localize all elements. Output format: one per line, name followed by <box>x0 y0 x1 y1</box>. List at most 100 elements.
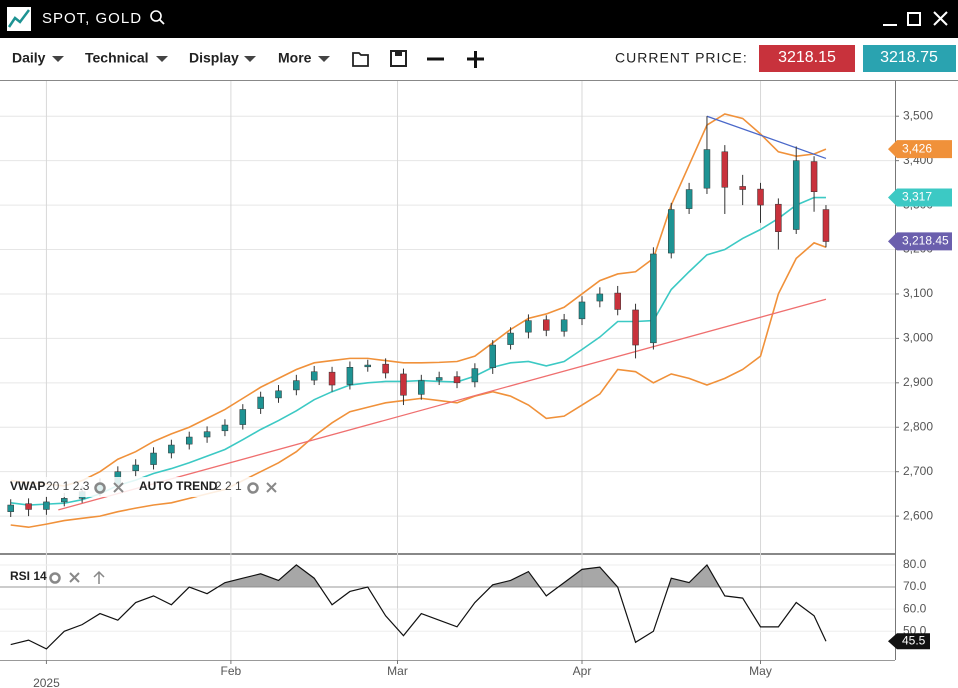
close-button-stroke <box>933 11 948 26</box>
candle-body <box>489 344 496 368</box>
indicator-name: AUTO TREND <box>139 479 218 493</box>
y-tick-label: 2,800 <box>903 419 933 433</box>
settings-icon[interactable] <box>49 572 61 584</box>
indicator-legend-bg <box>0 477 282 497</box>
candle-body <box>168 444 175 454</box>
remove-icon[interactable] <box>69 572 80 583</box>
grid-layer <box>0 81 899 664</box>
candle-body <box>739 186 746 190</box>
candle-body <box>293 380 300 391</box>
y-tick-label: 3,100 <box>903 286 933 300</box>
candle-body <box>650 253 657 344</box>
instrument-title: SPOT, GOLD <box>42 10 142 27</box>
candle-body <box>203 431 211 438</box>
candle-body <box>703 149 711 189</box>
menu-technical[interactable]: Technical <box>85 50 149 66</box>
caret <box>52 56 64 62</box>
candle-body <box>614 292 621 310</box>
rsi-tick-label: 70.0 <box>903 579 927 593</box>
candle-body <box>310 371 318 381</box>
rsi-badge <box>888 633 930 650</box>
x-tick-label: Mar <box>387 664 408 678</box>
rsi-tick-label: 80.0 <box>903 557 927 571</box>
labels: 2,6002,7002,8002,9003,0003,1003,2003,300… <box>0 108 952 688</box>
price-badge <box>888 232 952 251</box>
menu-daily[interactable]: Daily <box>12 50 46 66</box>
candle-body <box>471 368 479 383</box>
candle-body <box>239 409 247 425</box>
y-tick-label: 2,900 <box>903 375 933 389</box>
search-icon-handle <box>159 19 165 25</box>
candle-body <box>185 436 193 445</box>
candle-body <box>346 367 354 385</box>
band-line <box>10 196 826 506</box>
menu-display[interactable]: Display <box>189 50 239 66</box>
save-icon-detail <box>395 51 402 56</box>
candle-body <box>668 209 675 254</box>
candle-body <box>822 209 830 242</box>
ask-price: 3218.75 <box>880 49 938 66</box>
candle-body <box>685 189 693 209</box>
x-tick-label: May <box>749 664 772 678</box>
popout-button[interactable] <box>907 12 921 26</box>
rsi-line <box>10 563 827 650</box>
open-icon[interactable] <box>352 52 369 67</box>
settings-icon[interactable] <box>94 482 106 494</box>
candle-body <box>328 371 336 386</box>
caret <box>318 56 330 62</box>
rsi-marks <box>10 563 827 650</box>
price-badge-label: 3,317 <box>902 190 932 204</box>
candle-body <box>453 376 461 384</box>
candle-body <box>7 504 14 512</box>
price-badge <box>888 140 952 159</box>
candle-body <box>632 309 639 346</box>
bid-box[interactable] <box>759 45 855 72</box>
candle-body <box>435 377 443 381</box>
remove-icon[interactable] <box>113 482 124 493</box>
candle-body <box>578 301 586 320</box>
logo-mark <box>7 9 30 28</box>
candle-body <box>25 503 32 510</box>
ask-box[interactable] <box>863 45 956 72</box>
price-badge-label: 3,218.45 <box>902 233 949 247</box>
bid-price: 3218.15 <box>778 49 836 66</box>
menu-more[interactable]: More <box>278 50 312 66</box>
caret <box>156 56 168 62</box>
caret <box>244 56 256 62</box>
search-icon[interactable] <box>150 10 162 22</box>
settings-icon[interactable] <box>247 482 259 494</box>
trend-line <box>58 298 827 511</box>
collapse-icon[interactable] <box>93 570 105 584</box>
remove-icon[interactable] <box>266 482 277 493</box>
x-tick-label: Feb <box>221 664 242 678</box>
indicator-name: VWAP <box>10 479 45 493</box>
candle-body <box>507 332 514 345</box>
candle-body <box>721 151 729 188</box>
band-line <box>10 113 827 487</box>
candle-body <box>543 319 550 331</box>
candle-body <box>275 390 282 399</box>
candle-body <box>596 293 604 302</box>
header-bar <box>0 0 958 38</box>
candle-body <box>150 452 157 465</box>
candle-body <box>525 320 532 333</box>
rsi-tick-label: 60.0 <box>903 601 927 615</box>
candle-body <box>257 396 264 409</box>
candle-body <box>132 464 139 472</box>
y-tick-label: 2,600 <box>903 508 933 522</box>
candle-body <box>775 203 782 232</box>
candle-body <box>400 373 407 396</box>
indicator-params: 20 1 2.3 <box>46 479 90 493</box>
rsi-badge-label: 45.5 <box>902 633 926 647</box>
candle-body <box>221 424 229 432</box>
candle-body <box>418 380 425 395</box>
overbought-shade <box>10 564 826 588</box>
candle-body <box>382 363 389 374</box>
candle-body <box>61 498 68 503</box>
x-tick-label: Apr <box>573 664 592 678</box>
candle-body <box>364 364 372 368</box>
x-tick-label: 2025 <box>33 676 60 688</box>
price-badge-label: 3,426 <box>902 141 932 155</box>
candle-body <box>560 319 568 332</box>
